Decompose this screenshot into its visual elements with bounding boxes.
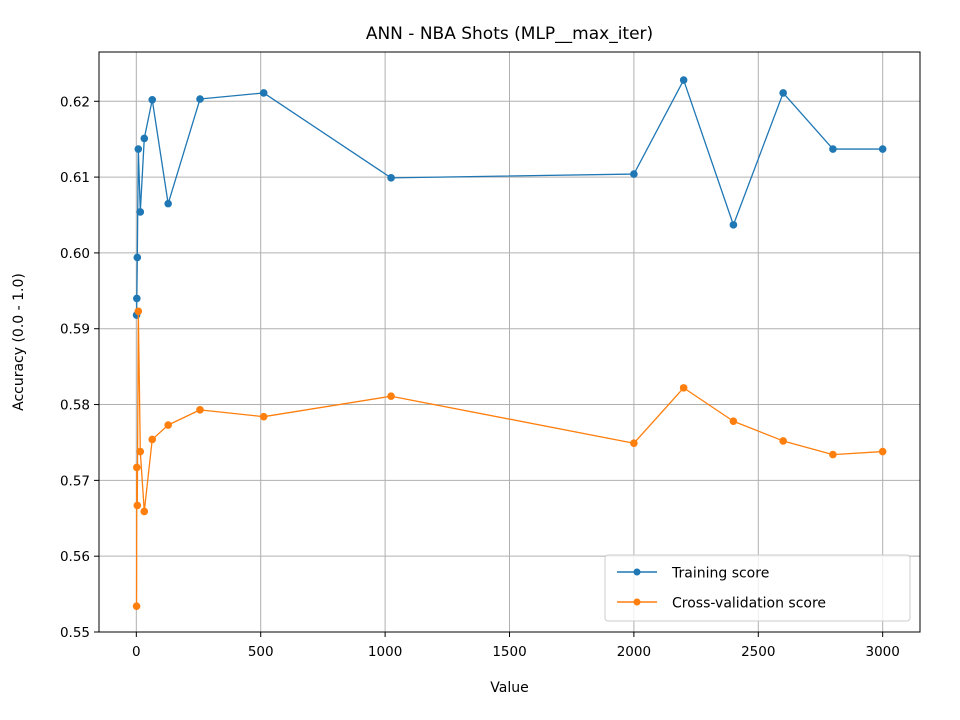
data-point-training xyxy=(164,199,172,208)
data-point-training xyxy=(136,208,145,216)
data-point-training xyxy=(387,174,395,182)
series-layer xyxy=(132,76,887,611)
chart-title: ANN - NBA Shots (MLP__max_iter) xyxy=(366,24,653,44)
y-tick-label: 0.55 xyxy=(60,625,90,641)
x-tick-label: 2000 xyxy=(617,644,651,660)
data-point-cv xyxy=(136,447,145,456)
data-point-cv xyxy=(140,507,149,516)
y-axis-label: Accuracy (0.0 - 1.0) xyxy=(11,273,27,411)
legend-label-training: Training score xyxy=(671,566,769,582)
data-point-cv xyxy=(164,421,172,429)
data-point-training xyxy=(133,294,141,303)
x-tick-label: 1500 xyxy=(492,644,526,660)
axes: 0 500 1000 1500 2000 2500 3000 0.55 0.56 0.57 0.58… xyxy=(60,94,900,660)
y-tick-label: 0.58 xyxy=(60,398,90,414)
legend-label-cv: Cross-validation score xyxy=(672,596,826,612)
data-point-cv xyxy=(829,450,837,459)
legend-marker-training xyxy=(633,568,641,576)
data-point-cv xyxy=(679,384,688,392)
data-point-training xyxy=(196,95,204,103)
data-point-training xyxy=(630,170,638,178)
y-tick-label: 0.60 xyxy=(60,246,90,262)
data-point-cv xyxy=(878,447,887,456)
data-point-cv xyxy=(779,437,787,445)
data-point-cv xyxy=(148,435,157,444)
legend: Training score Cross-validation score xyxy=(604,554,911,622)
data-point-cv xyxy=(630,439,638,448)
data-point-cv xyxy=(133,501,142,510)
data-point-cv xyxy=(729,417,738,426)
data-point-training xyxy=(878,145,887,153)
x-tick-label: 1000 xyxy=(368,644,402,660)
data-point-training xyxy=(829,145,837,153)
legend-box xyxy=(604,554,911,622)
y-tick-label: 0.61 xyxy=(60,170,90,186)
y-tick-label: 0.57 xyxy=(60,473,90,489)
x-tick-label: 500 xyxy=(248,644,274,660)
legend-marker-cv xyxy=(633,598,641,606)
data-point-training xyxy=(140,134,149,143)
data-point-training xyxy=(134,145,143,153)
data-point-training xyxy=(259,89,268,97)
data-point-cv xyxy=(196,406,204,414)
data-point-training xyxy=(729,221,738,229)
data-point-training xyxy=(779,89,787,97)
data-point-training xyxy=(133,253,142,262)
data-point-training xyxy=(148,95,157,104)
data-point-cv xyxy=(133,463,141,472)
data-point-cv xyxy=(134,307,143,316)
y-tick-label: 0.62 xyxy=(60,94,90,110)
data-point-cv xyxy=(259,412,268,421)
y-tick-label: 0.59 xyxy=(60,322,90,338)
data-point-cv xyxy=(387,392,395,401)
x-tick-label: 0 xyxy=(132,644,141,660)
y-tick-label: 0.56 xyxy=(60,549,90,565)
data-point-training xyxy=(679,76,688,84)
x-axis-label: Value xyxy=(490,680,528,696)
data-point-cv xyxy=(132,602,141,611)
x-tick-label: 3000 xyxy=(866,644,900,660)
x-tick-label: 2500 xyxy=(741,644,775,660)
